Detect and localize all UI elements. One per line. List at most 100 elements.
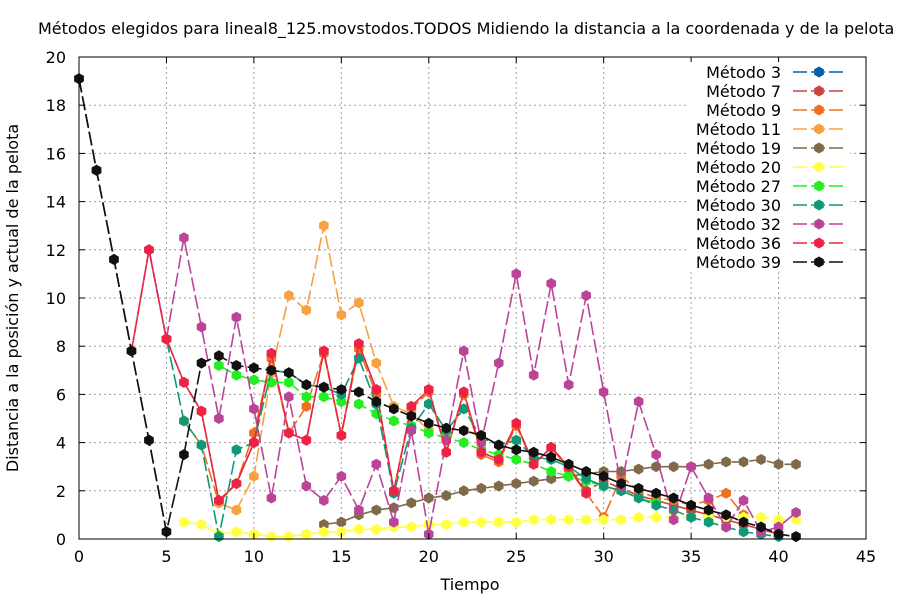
data-point <box>214 350 224 362</box>
data-point <box>563 514 574 526</box>
y-tick-label: 14 <box>46 193 66 212</box>
data-point <box>791 458 801 470</box>
data-point <box>721 521 731 533</box>
data-point <box>668 492 679 504</box>
data-point <box>738 494 749 506</box>
data-point <box>703 492 714 504</box>
data-point <box>476 429 486 441</box>
data-point <box>231 444 242 456</box>
data-point <box>336 516 347 528</box>
data-point <box>179 415 189 427</box>
x-tick-label: 35 <box>681 547 701 566</box>
data-point <box>424 398 434 410</box>
y-tick-label: 2 <box>56 482 66 501</box>
data-point <box>494 454 504 465</box>
data-point <box>459 437 469 449</box>
x-axis-title: Tiempo <box>439 575 499 594</box>
data-point <box>581 466 591 477</box>
data-point <box>319 391 329 403</box>
data-point <box>214 413 224 424</box>
data-point <box>284 376 294 388</box>
data-point <box>511 478 521 490</box>
data-point <box>196 439 207 451</box>
data-point <box>511 417 521 429</box>
data-point <box>459 485 469 497</box>
legend-marker <box>814 237 824 249</box>
series-m-todo-3 <box>74 73 172 538</box>
data-point <box>336 309 347 321</box>
legend-label: Método 7 <box>706 82 781 101</box>
data-point <box>511 444 521 456</box>
legend-label: Método 19 <box>696 139 781 158</box>
data-point <box>651 487 661 499</box>
data-point <box>301 379 312 391</box>
data-point <box>424 427 434 439</box>
data-point <box>301 480 312 492</box>
data-point <box>528 514 539 526</box>
data-point <box>494 480 504 492</box>
data-point <box>686 461 696 473</box>
data-point <box>319 526 329 538</box>
data-point <box>528 458 539 470</box>
y-tick-label: 0 <box>56 530 66 549</box>
data-point <box>546 278 556 289</box>
data-point <box>721 456 731 468</box>
legend-marker <box>814 85 824 97</box>
legend-label: Método 20 <box>696 158 781 177</box>
x-tick-label: 25 <box>506 547 526 566</box>
data-point <box>371 396 382 408</box>
legend-item-m-todo-39: Método 39 <box>688 252 850 272</box>
data-point <box>406 410 417 422</box>
data-point <box>756 521 766 533</box>
data-point <box>231 478 242 490</box>
legend-item-m-todo-9: Método 9 <box>688 100 850 120</box>
data-point <box>126 345 137 357</box>
data-point <box>249 470 259 482</box>
data-point <box>284 391 294 403</box>
data-point <box>459 386 469 398</box>
data-point <box>791 531 801 543</box>
data-point <box>441 446 451 458</box>
data-point <box>476 446 486 458</box>
data-point <box>563 379 574 391</box>
legend-marker <box>814 123 824 135</box>
y-tick-label: 4 <box>56 434 66 453</box>
data-point <box>301 528 312 540</box>
data-point <box>196 321 207 333</box>
data-point <box>424 492 434 504</box>
data-point <box>598 470 609 482</box>
data-point <box>371 357 382 369</box>
data-point <box>284 290 294 302</box>
data-point <box>406 400 417 412</box>
data-point <box>231 369 242 381</box>
legend-marker <box>814 161 824 173</box>
data-point <box>144 244 154 256</box>
data-point <box>231 526 242 538</box>
data-point <box>249 437 259 449</box>
data-point <box>546 441 556 453</box>
data-point <box>511 454 521 465</box>
data-point <box>773 514 784 526</box>
data-point <box>319 494 329 506</box>
data-point <box>546 466 556 477</box>
data-point <box>389 415 399 427</box>
legend-item-m-todo-7: Método 7 <box>688 81 850 101</box>
data-point <box>459 403 469 415</box>
series-line <box>323 458 796 526</box>
legend-label: Método 11 <box>696 120 781 139</box>
y-tick-label: 6 <box>56 385 66 404</box>
series-m-todo-36 <box>126 244 591 506</box>
data-point <box>161 333 172 345</box>
legend-background <box>688 233 850 252</box>
data-point <box>721 487 731 499</box>
data-point <box>406 521 417 533</box>
data-point <box>494 516 504 528</box>
data-point <box>581 514 591 526</box>
data-point <box>633 511 644 523</box>
legend-background <box>688 214 850 233</box>
data-point <box>214 494 224 506</box>
legend-label: Método 32 <box>696 215 781 234</box>
data-point <box>266 531 277 543</box>
series-line <box>78 78 168 532</box>
